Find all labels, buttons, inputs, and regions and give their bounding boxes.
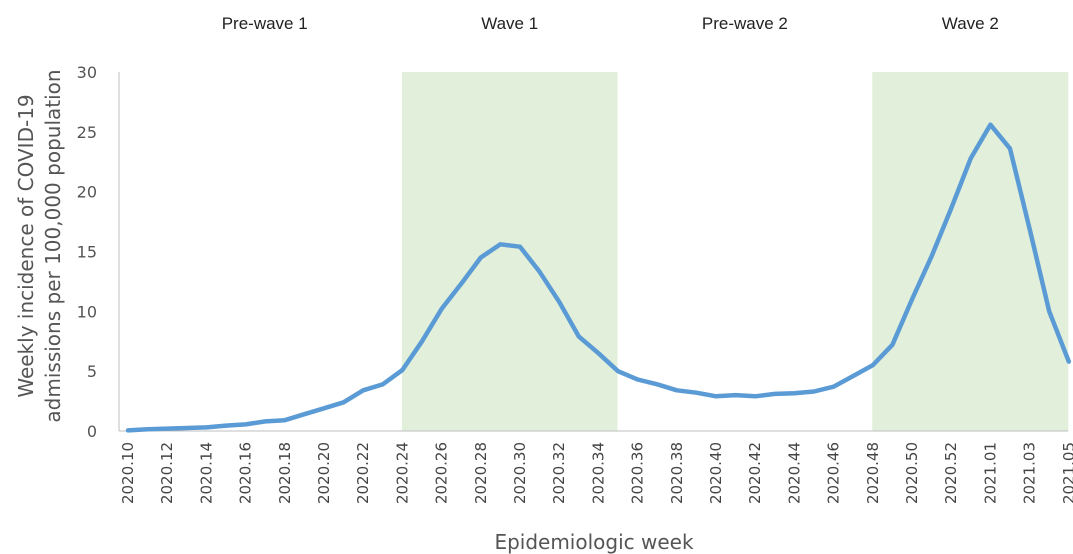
- phase-labels: Pre-wave 1 Wave 1 Pre-wave 2 Wave 2: [222, 14, 999, 33]
- x-tick-label: 2021.05: [1060, 442, 1073, 504]
- x-tick-label: 2020.32: [550, 442, 568, 504]
- y-axis-title-line1: Weekly incidence of COVID-19: [14, 94, 38, 397]
- phase-label-4: Wave 2: [942, 14, 999, 33]
- x-axis-title: Epidemiologic week: [494, 530, 694, 554]
- x-tick-label: 2020.44: [785, 442, 803, 504]
- x-tick-label: 2020.26: [433, 442, 451, 504]
- series-lines: [125, 122, 1072, 433]
- x-tick-label: 2020.16: [237, 442, 255, 504]
- series-line-1: [125, 122, 1072, 433]
- phase-label-1: Pre-wave 1: [222, 14, 308, 33]
- phase-label-2: Wave 1: [481, 14, 538, 33]
- phase-label-3: Pre-wave 2: [702, 14, 788, 33]
- x-tick-label: 2020.52: [942, 442, 960, 504]
- x-tick-label: 2021.03: [1021, 442, 1039, 504]
- y-tick-label: 10: [77, 302, 97, 321]
- x-tick-label: 2021.01: [981, 442, 999, 504]
- x-tick-label: 2020.34: [589, 442, 607, 504]
- x-tick-label: 2020.18: [276, 442, 294, 504]
- x-tick-label: 2020.36: [629, 442, 647, 504]
- y-tick-label: 25: [77, 123, 97, 142]
- phase-shades: [401, 72, 1069, 431]
- x-tick-label: 2020.40: [707, 442, 725, 504]
- phase-shade-4: [872, 72, 1069, 431]
- y-tick-label: 20: [77, 183, 97, 202]
- y-tick-label: 15: [77, 243, 97, 262]
- x-tick-label: 2020.48: [864, 442, 882, 504]
- x-tick-label: 2020.22: [354, 442, 372, 504]
- x-tick-label: 2020.28: [472, 442, 490, 504]
- x-tick-label: 2020.42: [746, 442, 764, 504]
- y-tick-label: 5: [87, 362, 97, 381]
- y-axis-title-line2: admissions per 100,000 population: [41, 69, 65, 422]
- x-tick-label: 2020.30: [511, 442, 529, 504]
- phase-shade-2: [401, 72, 618, 431]
- x-tick-label: 2020.20: [315, 442, 333, 504]
- x-tick-label: 2020.50: [903, 442, 921, 504]
- x-tick-label: 2020.24: [393, 442, 411, 504]
- x-tick-label: 2020.10: [119, 442, 137, 504]
- y-tick-labels: 0 5 10 15 20 25 30: [77, 63, 97, 441]
- y-tick-label: 30: [77, 63, 97, 82]
- x-tick-labels: 2020.10 2020.12 2020.14 2020.16 2020.18 2020.…: [119, 442, 1073, 504]
- y-tick-label: 0: [87, 422, 97, 441]
- x-tick-label: 2020.38: [668, 442, 686, 504]
- x-tick-label: 2020.46: [825, 442, 843, 504]
- x-tick-label: 2020.12: [158, 442, 176, 504]
- x-tick-label: 2020.14: [197, 442, 215, 504]
